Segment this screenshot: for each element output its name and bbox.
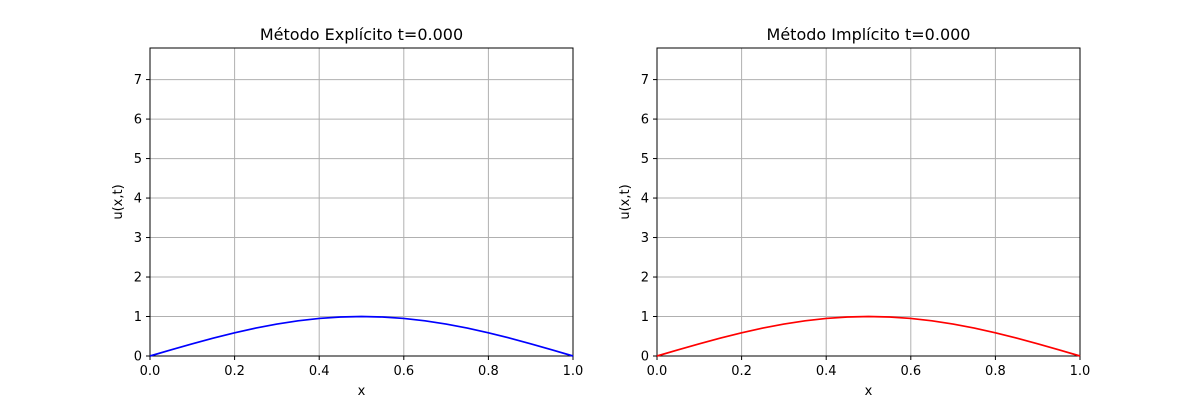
x-axis-label: x [865, 384, 873, 399]
chart-implicit: Método Implícito t=0.000 0.0 0.2 0.4 0.6 0.8… [618, 25, 1090, 399]
x-tick-label: 0.4 [816, 364, 837, 379]
x-axis-label: x [358, 384, 366, 399]
x-tick-label: 1.0 [1070, 364, 1091, 379]
y-tick-label: 4 [134, 192, 142, 207]
x-tick-label: 0.0 [647, 364, 668, 379]
x-tick-label: 0.2 [224, 364, 245, 379]
grid [656, 48, 1081, 357]
x-tick-label: 0.0 [140, 364, 161, 379]
y-tick-label: 7 [641, 73, 649, 88]
y-tick-label: 3 [641, 231, 649, 246]
chart-explicit: Método Explícito t=0.000 0.0 0.2 0.4 0.6 0.8… [111, 25, 583, 399]
x-tick-label: 0.6 [393, 364, 414, 379]
y-tick-label: 6 [134, 113, 142, 128]
x-tick-label: 0.2 [731, 364, 752, 379]
y-tick-label: 3 [134, 231, 142, 246]
y-axis-label: u(x,t) [111, 184, 126, 219]
chart-title: Método Explícito t=0.000 [260, 25, 463, 44]
x-tick-label: 1.0 [563, 364, 584, 379]
x-tick-label: 0.4 [309, 364, 330, 379]
plot-frame [656, 47, 1081, 357]
y-tick-label: 1 [134, 310, 142, 325]
x-tick-label: 0.8 [478, 364, 499, 379]
y-tick-label: 0 [641, 350, 649, 365]
ticks: 0.0 0.2 0.4 0.6 0.8 1.0 0 1 2 3 4 5 6 7 [641, 73, 1091, 379]
y-tick-label: 4 [641, 192, 649, 207]
y-axis-label: u(x,t) [618, 184, 633, 219]
chart-title: Método Implícito t=0.000 [767, 25, 971, 44]
series-layer [656, 315, 1081, 357]
y-tick-label: 5 [134, 152, 142, 167]
series-line [149, 315, 574, 357]
y-tick-label: 2 [641, 271, 649, 286]
ticks: 0.0 0.2 0.4 0.6 0.8 1.0 0 1 2 3 4 5 6 7 [134, 73, 584, 379]
y-tick-label: 0 [134, 350, 142, 365]
series-line [656, 315, 1081, 357]
y-tick-label: 1 [641, 310, 649, 325]
y-tick-label: 6 [641, 113, 649, 128]
y-tick-label: 5 [641, 152, 649, 167]
plot-frame [149, 47, 574, 357]
x-tick-label: 0.8 [985, 364, 1006, 379]
grid [149, 48, 574, 357]
series-layer [149, 315, 574, 357]
y-tick-label: 2 [134, 271, 142, 286]
y-tick-label: 7 [134, 73, 142, 88]
x-tick-label: 0.6 [900, 364, 921, 379]
